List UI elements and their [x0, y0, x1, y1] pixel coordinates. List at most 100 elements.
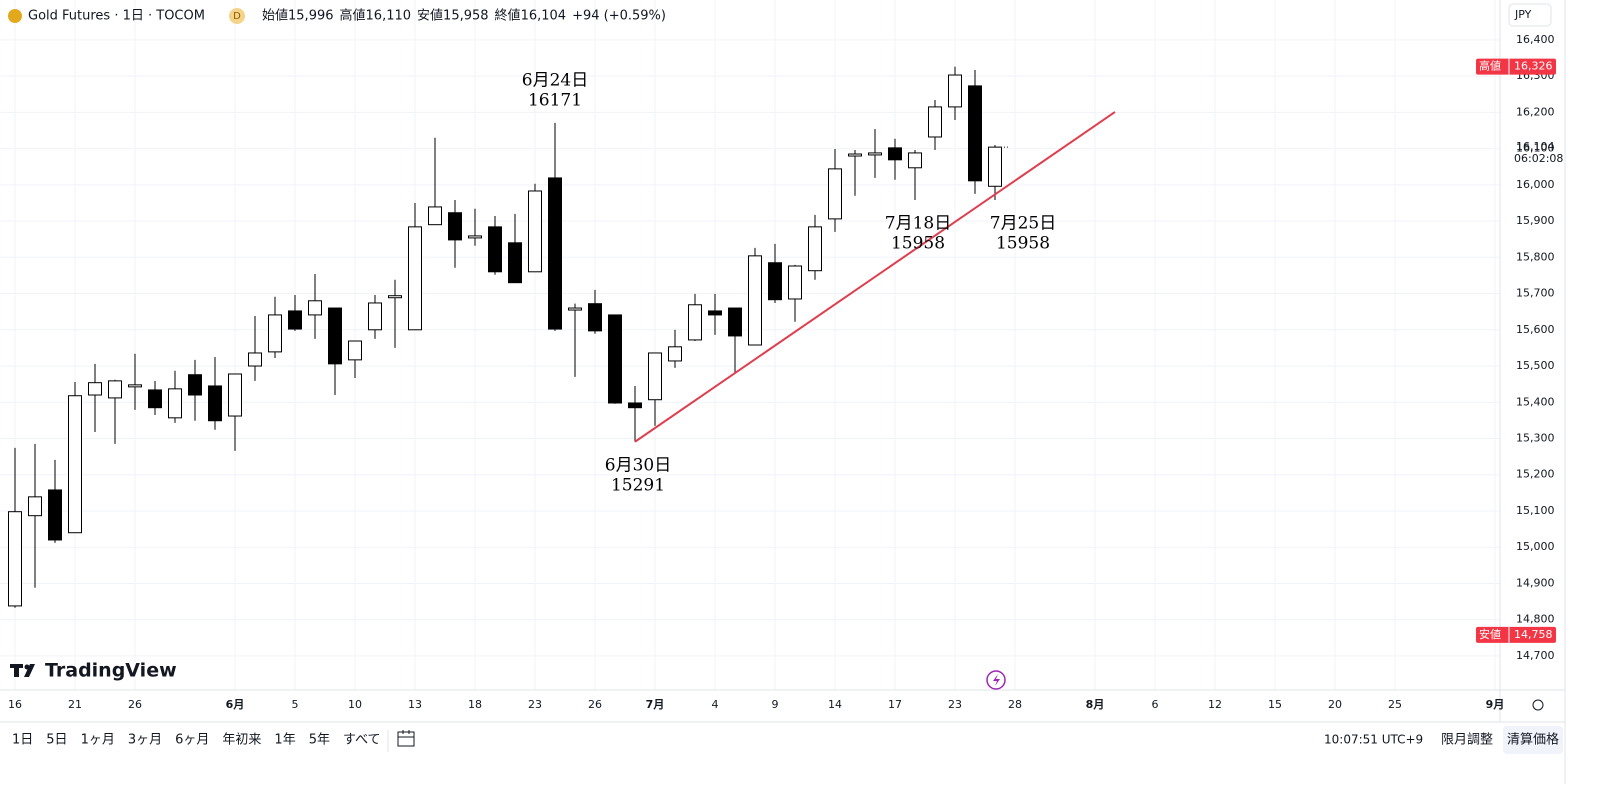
annotation-price: 15958	[891, 234, 945, 254]
button-bg	[1503, 726, 1563, 754]
event-bolt	[993, 674, 1000, 686]
brand-logo: TradingView	[10, 660, 177, 682]
y-tick-label: 15,000	[1516, 540, 1555, 553]
badge-bg	[1476, 626, 1556, 643]
x-tick-label: 25	[1388, 698, 1402, 711]
annotation-date: 7月18日	[885, 214, 951, 234]
x-tick-label: 20	[1328, 698, 1342, 711]
y-tick-label: 16,000	[1516, 178, 1555, 191]
range-button[interactable]: 3ヶ月	[128, 733, 162, 748]
interval-badge-bg	[229, 8, 245, 24]
candle-body	[908, 152, 922, 169]
range-button[interactable]: 5年	[309, 733, 330, 748]
candle-body	[848, 153, 862, 157]
x-tick-label: 7月	[646, 698, 665, 711]
x-tick-label: 8月	[1086, 698, 1105, 711]
candle-body	[168, 388, 182, 419]
candle-body	[688, 304, 702, 341]
candle-body	[148, 389, 162, 409]
candle-body	[368, 302, 382, 331]
y-tick-label: 15,400	[1516, 395, 1555, 408]
range-button[interactable]: すべて	[343, 733, 381, 748]
brand: TradingView	[45, 660, 177, 682]
x-tick-label: 9	[772, 698, 779, 711]
x-tick-label: 15	[1268, 698, 1282, 711]
clock: 10:07:51 UTC+9	[1324, 733, 1423, 747]
x-tick-label: 23	[528, 698, 542, 711]
candle-body	[68, 395, 82, 534]
range-button[interactable]: 1ヶ月	[81, 733, 115, 748]
ohlc-value: 16,104	[521, 9, 567, 24]
candle-body	[288, 310, 302, 330]
y-tick-label: 15,700	[1516, 287, 1555, 300]
candle-body	[108, 380, 122, 399]
candle-body	[588, 303, 602, 332]
x-tick-label: 14	[828, 698, 842, 711]
x-tick-label: 12	[1208, 698, 1222, 711]
date-range-icon[interactable]	[397, 730, 415, 747]
candle-body	[128, 384, 142, 388]
candle-body	[528, 190, 542, 273]
x-tick-label: 26	[128, 698, 142, 711]
candle-body	[188, 374, 202, 396]
range-button[interactable]: 1日	[12, 733, 33, 748]
range-button[interactable]: 年初来	[222, 733, 261, 748]
candle-body	[428, 206, 442, 226]
annotation-date: 7月25日	[990, 214, 1056, 234]
settings-icon[interactable]	[1532, 699, 1544, 711]
trendline	[634, 111, 1116, 443]
symbol-title[interactable]: Gold Futures · 1日 · TOCOM	[28, 9, 205, 24]
candle-body	[348, 340, 362, 361]
candle-body	[888, 147, 902, 161]
candle-body	[208, 385, 222, 422]
annotation-date: 6月30日	[605, 455, 671, 475]
x-tick-label: 13	[408, 698, 422, 711]
countdown: 06:02:08	[1514, 152, 1563, 165]
ohlc-value: 15,958	[443, 9, 489, 24]
currency[interactable]: JPY	[1514, 8, 1532, 21]
interval-badge: D	[233, 11, 241, 22]
last-price: 16,104	[1516, 140, 1555, 153]
toolbar-button[interactable]: 清算価格	[1507, 732, 1559, 748]
candle-body	[828, 168, 842, 220]
range-button[interactable]: 5日	[46, 733, 67, 748]
candle-body	[948, 74, 962, 108]
candle-body	[768, 262, 782, 301]
candle-body	[728, 307, 742, 337]
y-tick-label: 16,200	[1516, 105, 1555, 118]
x-tick-label: 6	[1152, 698, 1159, 711]
change: +94 (+0.59%)	[572, 9, 666, 24]
badge-bg	[1476, 58, 1556, 75]
candle-body	[488, 226, 502, 273]
range-button[interactable]: 1年	[274, 733, 295, 748]
candle-body	[508, 242, 522, 284]
candle-body	[608, 314, 622, 404]
range-button[interactable]: 6ヶ月	[175, 733, 209, 748]
x-tick-label: 4	[712, 698, 719, 711]
symbol-icon	[8, 9, 22, 23]
y-tick-label: 14,800	[1516, 613, 1555, 626]
ohlc-value: 16,110	[366, 9, 412, 24]
candle-body	[568, 307, 582, 311]
badge-label: 高値	[1479, 59, 1501, 73]
x-tick-label: 21	[68, 698, 82, 711]
candle-body	[748, 255, 762, 346]
candle-body	[648, 352, 662, 401]
candle-body	[388, 295, 402, 299]
ohlc-header: 始値 15,996 高値 16,110 安値 15,958 終値 16,104 +94 (+0.…	[262, 8, 666, 24]
candle-body	[928, 106, 942, 138]
x-tick-label: 26	[588, 698, 602, 711]
y-tick-label: 15,300	[1516, 431, 1555, 444]
candle-body	[328, 307, 342, 365]
y-tick-label: 16,100	[1516, 142, 1555, 155]
event-icon[interactable]	[986, 670, 1006, 690]
candle-body	[448, 212, 462, 241]
x-tick-label: 10	[348, 698, 362, 711]
ohlc-label: 終値	[495, 8, 521, 24]
toolbar-button[interactable]: 限月調整	[1441, 733, 1493, 748]
candle-body	[88, 382, 102, 396]
currency-box[interactable]	[1508, 3, 1552, 27]
candle-body	[248, 352, 262, 367]
ohlc-label: 高値	[340, 8, 366, 24]
